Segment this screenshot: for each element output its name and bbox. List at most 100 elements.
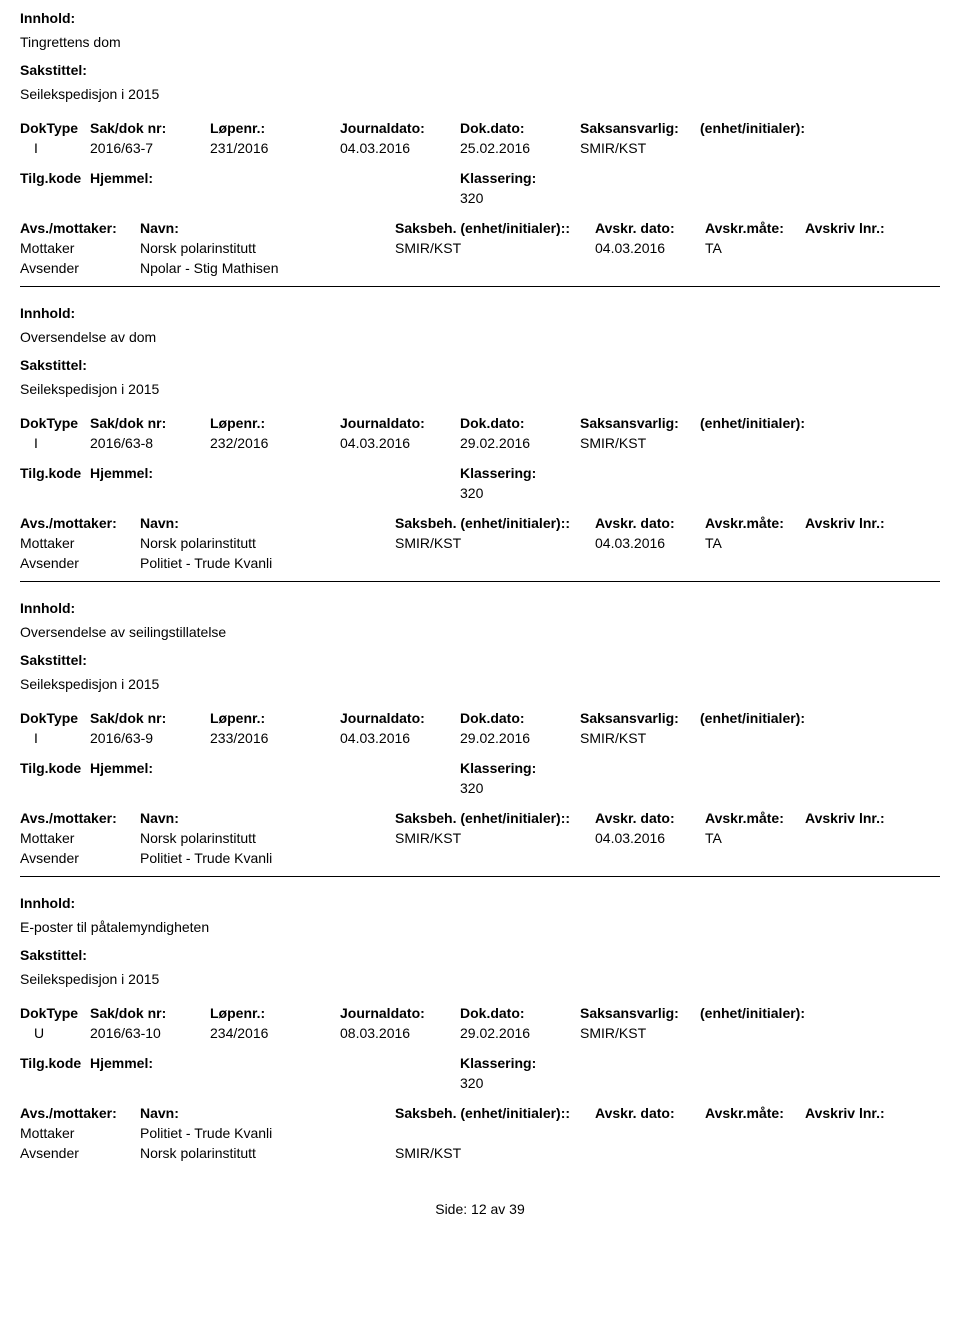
klassering-value: 320	[460, 1075, 940, 1091]
dokdato-label: Dok.dato:	[460, 1005, 580, 1021]
doktype-value: U	[20, 1025, 90, 1041]
avskrdato-label: Avskr. dato:	[595, 515, 705, 531]
avskrlnr-label: Avskriv lnr.:	[805, 810, 905, 826]
saksansvarlig-value: SMIR/KST	[580, 435, 700, 451]
enhetinitialer-label: (enhet/initialer):	[700, 1005, 840, 1021]
avskrdato-label: Avskr. dato:	[595, 220, 705, 236]
dokdato-label: Dok.dato:	[460, 415, 580, 431]
lopenr-value: 232/2016	[210, 435, 340, 451]
party-avskrdato	[595, 1125, 705, 1141]
klassering-label: Klassering:	[460, 1055, 536, 1071]
saksansvarlig-value: SMIR/KST	[580, 140, 700, 156]
doktype-label: DokType	[20, 1005, 90, 1021]
tilgkode-label: Tilg.kode	[20, 170, 90, 186]
journaldato-label: Journaldato:	[340, 415, 460, 431]
tilgkode-label: Tilg.kode	[20, 1055, 90, 1071]
avskrmate-label: Avskr.måte:	[705, 220, 805, 236]
saksbeh-label-group: Saksbeh. (enhet/initialer)::	[395, 515, 595, 531]
meta-header-row: DokTypeSak/dok nr:Løpenr.:Journaldato:Do…	[20, 415, 940, 431]
klassering-label: Klassering:	[460, 170, 536, 186]
party-saksbeh: SMIR/KST	[395, 1145, 595, 1161]
innhold-label: Innhold:	[20, 305, 940, 321]
sakstittel-value: Seilekspedisjon i 2015	[20, 676, 940, 692]
innhold-value: Tingrettens dom	[20, 34, 940, 50]
meta-data-row: I2016/63-8232/201604.03.201629.02.2016SM…	[20, 435, 940, 451]
journaldato-label: Journaldato:	[340, 1005, 460, 1021]
party-avskrdato: 04.03.2016	[595, 240, 705, 256]
lopenr-value: 234/2016	[210, 1025, 340, 1041]
party-saksbeh	[395, 555, 595, 571]
sakstittel-value: Seilekspedisjon i 2015	[20, 971, 940, 987]
klassering-value: 320	[460, 780, 940, 796]
party-role: Avsender	[20, 260, 140, 276]
klassering-value: 320	[460, 485, 940, 501]
lopenr-value: 231/2016	[210, 140, 340, 156]
party-row: MottakerNorsk polarinstituttSMIR/KST04.0…	[20, 830, 940, 846]
party-row: AvsenderNorsk polarinstituttSMIR/KST	[20, 1145, 940, 1161]
journaldato-value: 04.03.2016	[340, 140, 460, 156]
saksbeh-label-group: Saksbeh. (enhet/initialer)::	[395, 810, 595, 826]
dokdato-value: 29.02.2016	[460, 1025, 580, 1041]
party-row: AvsenderPolitiet - Trude Kvanli	[20, 555, 940, 571]
tilg-row: Tilg.kodeHjemmel:Klassering:	[20, 465, 940, 481]
saknr-value: 2016/63-9	[90, 730, 210, 746]
tilg-row: Tilg.kodeHjemmel:Klassering:	[20, 1055, 940, 1071]
innhold-label: Innhold:	[20, 10, 940, 26]
sakstittel-label: Sakstittel:	[20, 62, 940, 78]
navn-label: Navn:	[140, 515, 395, 531]
journal-entry: Innhold:Tingrettens domSakstittel:Seilek…	[20, 10, 940, 276]
innhold-value: Oversendelse av seilingstillatelse	[20, 624, 940, 640]
party-saksbeh	[395, 850, 595, 866]
avskrdato-label: Avskr. dato:	[595, 1105, 705, 1121]
dokdato-label: Dok.dato:	[460, 120, 580, 136]
document-container: Innhold: Tingrettens dom Sakstittel: Seilek…	[20, 10, 940, 1217]
tilgkode-label: Tilg.kode	[20, 465, 90, 481]
klassering-label: Klassering:	[460, 760, 536, 776]
lopenr-label: Løpenr.:	[210, 415, 340, 431]
tilg-row: Tilg.kodeHjemmel:Klassering:	[20, 170, 940, 186]
enhetinitialer-label: (enhet/initialer):	[700, 415, 840, 431]
hjemmel-label: Hjemmel:	[90, 465, 460, 481]
party-name: Politiet - Trude Kvanli	[140, 1125, 395, 1141]
doktype-value: I	[20, 435, 90, 451]
avsmottaker-label: Avs./mottaker:	[20, 1105, 140, 1121]
party-row: AvsenderNpolar - Stig Mathisen	[20, 260, 940, 276]
party-avskrdato	[595, 850, 705, 866]
innhold-label: Innhold:	[20, 600, 940, 616]
party-avskrdato: 04.03.2016	[595, 535, 705, 551]
avskrlnr-label: Avskriv lnr.:	[805, 515, 905, 531]
meta-data-row: I2016/63-9233/201604.03.201629.02.2016SM…	[20, 730, 940, 746]
party-saksbeh	[395, 1125, 595, 1141]
dokdato-label: Dok.dato:	[460, 710, 580, 726]
lopenr-value: 233/2016	[210, 730, 340, 746]
saksbeh-label-group: Saksbeh. (enhet/initialer)::	[395, 220, 595, 236]
tilgkode-label: Tilg.kode	[20, 760, 90, 776]
party-role: Mottaker	[20, 1125, 140, 1141]
party-name: Npolar - Stig Mathisen	[140, 260, 395, 276]
meta-data-row: U2016/63-10234/201608.03.201629.02.2016S…	[20, 1025, 940, 1041]
party-avskrmate: TA	[705, 535, 805, 551]
saksansvarlig-label: Saksansvarlig:	[580, 415, 700, 431]
party-name: Norsk polarinstitutt	[140, 830, 395, 846]
saksansvarlig-value: SMIR/KST	[580, 730, 700, 746]
saknr-label: Sak/dok nr:	[90, 710, 210, 726]
party-avskrmate	[705, 260, 805, 276]
party-role: Avsender	[20, 1145, 140, 1161]
hjemmel-label: Hjemmel:	[90, 760, 460, 776]
lopenr-label: Løpenr.:	[210, 710, 340, 726]
meta-data-row: I2016/63-7231/201604.03.201625.02.2016SM…	[20, 140, 940, 156]
journal-entry: Innhold:Oversendelse av domSakstittel:Se…	[20, 305, 940, 571]
party-header-row: Avs./mottaker:Navn:Saksbeh. (enhet/initi…	[20, 1105, 940, 1121]
saksansvarlig-label: Saksansvarlig:	[580, 1005, 700, 1021]
party-header-row: Avs./mottaker:Navn:Saksbeh. (enhet/initi…	[20, 220, 940, 236]
hjemmel-label: Hjemmel:	[90, 170, 460, 186]
party-avskrmate	[705, 850, 805, 866]
saksansvarlig-label: Saksansvarlig:	[580, 710, 700, 726]
journal-entry: Innhold: Oversendelse av seilingstillatel…	[20, 600, 940, 866]
innhold-value: Oversendelse av dom	[20, 329, 940, 345]
party-header-row: Avs./mottaker:Navn:Saksbeh. (enhet/initi…	[20, 515, 940, 531]
dokdato-value: 29.02.2016	[460, 435, 580, 451]
party-name: Norsk polarinstitutt	[140, 240, 395, 256]
saksansvarlig-value: SMIR/KST	[580, 1025, 700, 1041]
entry-divider	[20, 581, 940, 582]
